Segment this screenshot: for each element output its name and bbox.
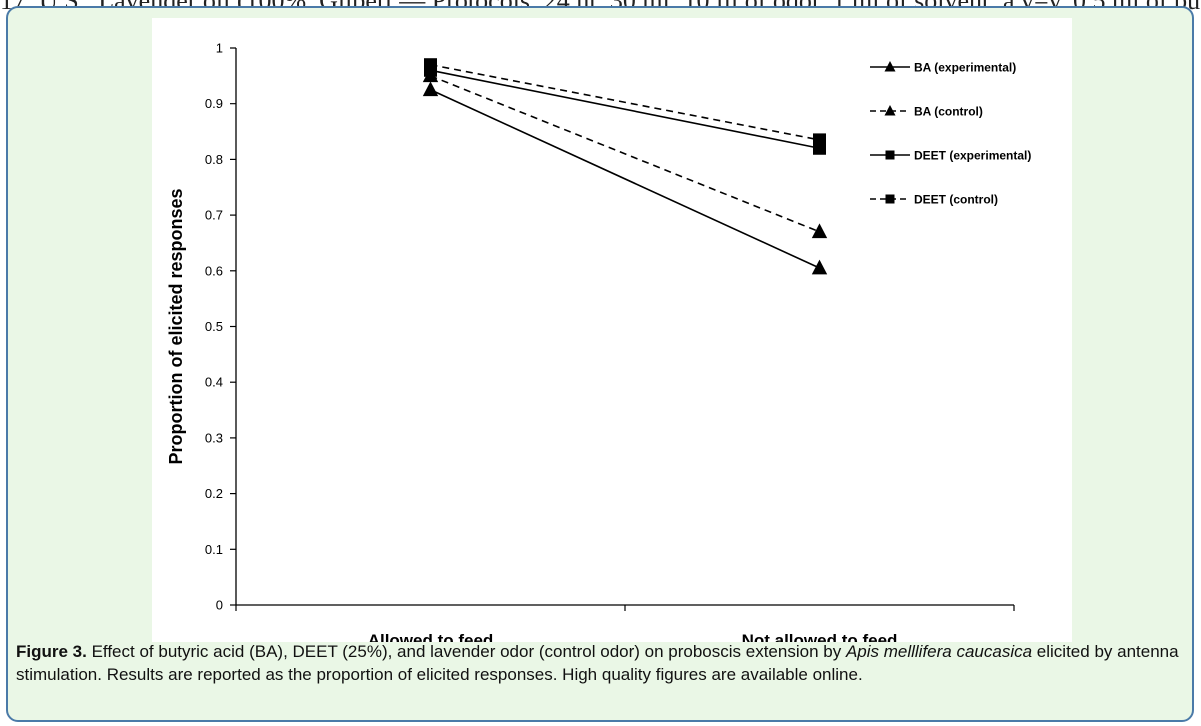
figure-box: 0 0.1 0.2 0.3 0.4 0.5 0.6 0.7 0.8 0.9 1 Allowed to …: [6, 6, 1194, 722]
series-line-1: [430, 75, 820, 233]
legend-marker-3: [885, 194, 895, 204]
data-point-1-1: [811, 223, 828, 239]
series-line-0: [430, 89, 820, 269]
legend-marker-2: [885, 150, 895, 160]
y-tick-label-1: 0.1: [205, 542, 223, 557]
y-tick-label-10: 1: [216, 41, 223, 56]
figure-caption: Figure 3. Effect of butyric acid (BA), D…: [16, 640, 1184, 686]
data-point-3-1: [813, 133, 826, 147]
x-tick-label-1: Not allowed to feed: [742, 631, 898, 642]
y-axis-title: Proportion of elicited responses: [166, 188, 186, 464]
data-point-3-0: [424, 58, 437, 72]
y-tick-label-6: 0.6: [205, 263, 223, 278]
caption-text-1: Effect of butyric acid (BA), DEET (25%),…: [86, 642, 846, 661]
x-tick-label-0: Allowed to feed: [368, 631, 494, 642]
data-point-0-1: [811, 259, 828, 275]
legend-label-0: BA (experimental): [914, 61, 1016, 75]
caption-label: Figure 3.: [16, 642, 87, 661]
y-tick-label-8: 0.8: [205, 152, 223, 167]
data-point-0-0: [422, 81, 439, 97]
series-line-3: [430, 63, 820, 141]
legend-marker-0: [884, 61, 896, 72]
legend-marker-1: [884, 105, 896, 116]
y-tick-label-4: 0.4: [205, 375, 223, 390]
y-tick-label-2: 0.2: [205, 486, 223, 501]
caption-text-2: elicited by antenna stimulation. Results…: [16, 642, 1179, 684]
plot-panel: 0 0.1 0.2 0.3 0.4 0.5 0.6 0.7 0.8 0.9 1 Allowed to …: [152, 18, 1072, 642]
legend-label-3: DEET (control): [914, 193, 998, 207]
y-tick-label-9: 0.9: [205, 96, 223, 111]
series-line-2: [430, 69, 820, 150]
legend-label-2: DEET (experimental): [914, 149, 1031, 163]
caption-species: Apis melllifera caucasica: [845, 642, 1033, 661]
line-chart: 0 0.1 0.2 0.3 0.4 0.5 0.6 0.7 0.8 0.9 1 Allowed to …: [166, 41, 1031, 643]
y-tick-label-0: 0: [216, 598, 223, 613]
y-tick-label-7: 0.7: [205, 208, 223, 223]
legend-label-1: BA (control): [914, 105, 983, 119]
y-tick-label-3: 0.3: [205, 430, 223, 445]
y-tick-label-5: 0.5: [205, 319, 223, 334]
